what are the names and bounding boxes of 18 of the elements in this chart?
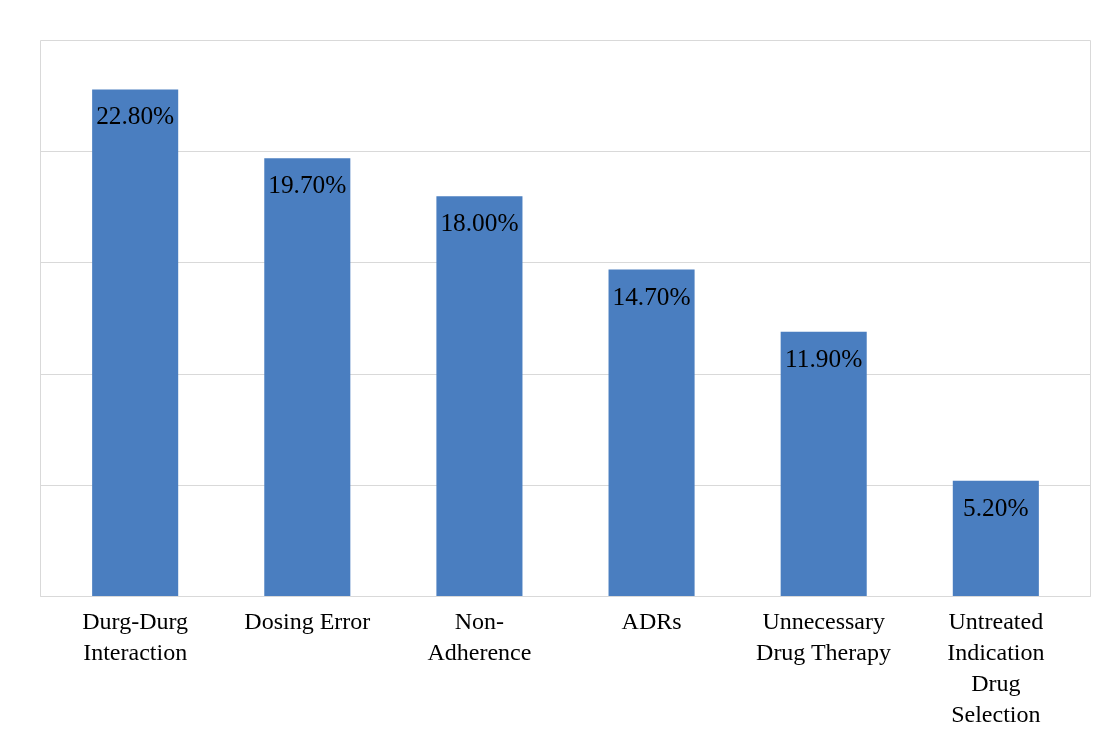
x-tick-label: Non-Adherence [427, 607, 532, 665]
x-tick-label: Durg-Durg Interaction [82, 607, 189, 665]
bar [92, 89, 179, 597]
x-tick-label: Dosing Error [244, 607, 371, 634]
data-label: 22.80% [96, 101, 175, 130]
x-tick-label: Untreated Indication Drug Selection [947, 607, 1045, 728]
bar [608, 269, 695, 597]
data-label: 18.00% [440, 208, 519, 237]
data-label: 5.20% [963, 492, 1029, 521]
x-tick-label: Unnecessary Drug Therapy [756, 607, 891, 665]
bar [780, 331, 867, 597]
bar [436, 196, 523, 597]
data-label: 11.90% [785, 343, 863, 372]
x-tick-label: ADRs [621, 607, 682, 634]
data-label: 19.70% [268, 170, 347, 199]
bar [264, 158, 351, 597]
data-label: 14.70% [612, 281, 691, 310]
bar [952, 480, 1039, 597]
